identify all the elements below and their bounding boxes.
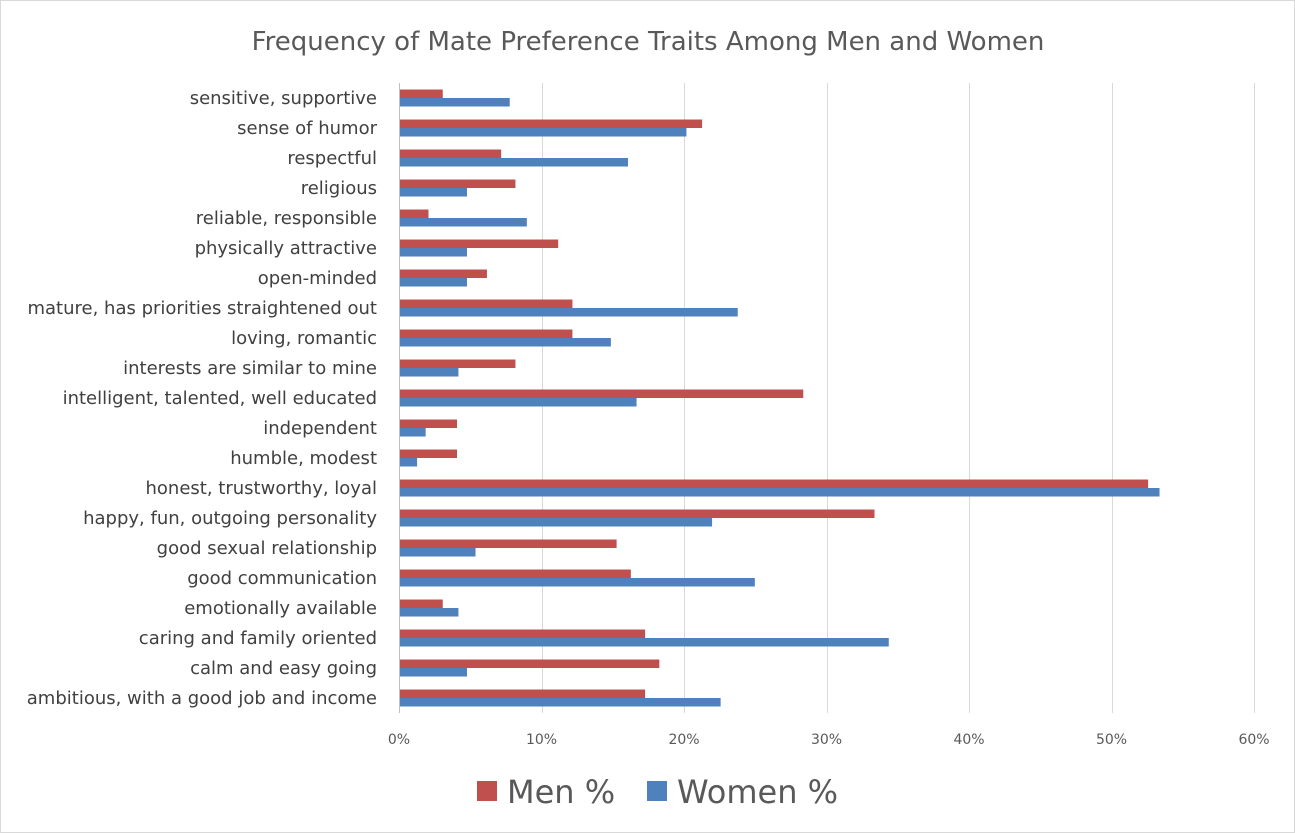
bar-women: [400, 98, 510, 107]
legend-swatch: [477, 781, 497, 801]
x-tick-label: 50%: [1096, 732, 1127, 748]
bar-women: [400, 428, 426, 437]
category-label: ambitious, with a good job and income: [27, 688, 377, 709]
legend: Men % Women %: [477, 773, 838, 811]
category-label: open-minded: [258, 268, 377, 289]
bar-women: [400, 338, 611, 347]
bar-men: [400, 509, 875, 518]
bar-men: [400, 599, 443, 608]
category-label: religious: [301, 178, 377, 199]
bar-women: [400, 278, 467, 287]
bar-men: [400, 299, 573, 308]
x-tick-label: 10%: [526, 732, 557, 748]
x-tick-label: 60%: [1238, 732, 1269, 748]
category-label: independent: [263, 418, 377, 439]
category-label: good communication: [187, 568, 377, 589]
bar-men: [400, 329, 573, 338]
bar-women: [400, 398, 637, 407]
x-tick-label: 40%: [953, 732, 984, 748]
category-label: reliable, responsible: [196, 208, 377, 229]
bar-men: [400, 629, 646, 638]
bar-men: [400, 269, 487, 278]
category-label: mature, has priorities straightened out: [27, 298, 377, 319]
chart-title: Frequency of Mate Preference Traits Amon…: [252, 27, 1045, 57]
bar-men: [400, 449, 457, 458]
bar-men: [400, 389, 804, 398]
category-label: emotionally available: [184, 598, 377, 619]
x-tick-label: 20%: [668, 732, 699, 748]
x-axis-ticks: 0% 10% 20% 30% 40% 50% 60%: [388, 732, 1270, 748]
bar-women: [400, 638, 889, 647]
bar-men: [400, 209, 429, 218]
bar-men: [400, 359, 516, 368]
category-label: respectful: [287, 148, 377, 169]
category-label: calm and easy going: [190, 658, 377, 679]
category-label: sense of humor: [237, 118, 377, 139]
bar-men: [400, 119, 703, 128]
bar-women: [400, 158, 628, 167]
category-label: caring and family oriented: [139, 628, 377, 649]
category-label: interests are similar to mine: [123, 358, 377, 379]
category-label: sensitive, supportive: [190, 88, 377, 109]
bar-men: [400, 89, 443, 98]
legend-swatch: [647, 781, 667, 801]
bar-women: [400, 458, 418, 467]
bar-men: [400, 569, 631, 578]
category-label: humble, modest: [230, 448, 377, 469]
bar-women: [400, 698, 721, 707]
bar-men: [400, 149, 502, 158]
category-label: happy, fun, outgoing personality: [83, 508, 377, 529]
bar-men: [400, 539, 617, 548]
category-label: good sexual relationship: [157, 538, 377, 559]
bar-women: [400, 218, 527, 227]
bar-men: [400, 239, 559, 248]
legend-label: Men %: [507, 773, 615, 811]
bar-women: [400, 578, 755, 587]
legend-label: Women %: [677, 773, 838, 811]
x-tick-label: 0%: [388, 732, 410, 748]
category-label: loving, romantic: [231, 328, 377, 349]
bar-women: [400, 548, 476, 557]
x-tick-label: 30%: [811, 732, 842, 748]
bar-men: [400, 179, 516, 188]
bar-women: [400, 308, 738, 317]
category-labels: sensitive, supportive sense of humor respe…: [27, 88, 378, 709]
bar-men: [400, 689, 646, 698]
bar-women: [400, 518, 713, 527]
bars: [400, 89, 1160, 707]
bar-women: [400, 668, 467, 677]
bar-women: [400, 488, 1160, 497]
category-label: physically attractive: [195, 238, 377, 259]
bar-men: [400, 659, 660, 668]
bar-men: [400, 419, 457, 428]
bar-women: [400, 128, 687, 137]
bar-women: [400, 368, 459, 377]
category-label: intelligent, talented, well educated: [63, 388, 377, 409]
bar-men: [400, 479, 1149, 488]
bar-women: [400, 188, 467, 197]
bar-women: [400, 248, 467, 257]
bar-women: [400, 608, 459, 617]
category-label: honest, trustworthy, loyal: [146, 478, 377, 499]
